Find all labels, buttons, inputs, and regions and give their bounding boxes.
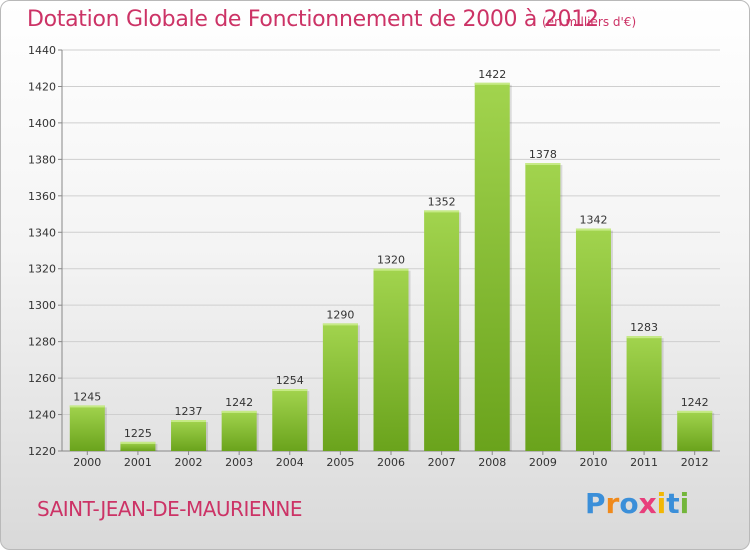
chart-subtitle: (en milliers d'€): [542, 15, 637, 29]
bar-highlight: [474, 82, 510, 85]
bar-highlight: [626, 336, 662, 339]
data-label-2004: 1254: [276, 374, 304, 387]
x-tick-label-2002: 2002: [175, 456, 203, 469]
data-label-2003: 1242: [225, 396, 253, 409]
bar-highlight: [69, 405, 105, 408]
bar-2010: [575, 228, 611, 451]
data-label-2008: 1422: [478, 68, 506, 81]
y-tick-label: 1360: [28, 190, 56, 203]
x-tick-label-2007: 2007: [428, 456, 456, 469]
data-label-2005: 1290: [326, 308, 354, 321]
bar-2001: [120, 441, 156, 451]
bar-2009: [525, 163, 561, 451]
y-tick-label: 1440: [28, 44, 56, 57]
y-tick-label: 1420: [28, 80, 56, 93]
y-tick-label: 1340: [28, 226, 56, 239]
y-tick-label: 1380: [28, 153, 56, 166]
y-tick-label: 1220: [28, 445, 56, 458]
x-tick-label-2001: 2001: [124, 456, 152, 469]
y-tick-label: 1260: [28, 372, 56, 385]
logo-letter-x: x: [638, 487, 657, 520]
data-labels: 1245 1225 1237 1242 1254 1290 1320 1352 1422 1378…: [73, 68, 708, 440]
y-tick-label: 1300: [28, 299, 56, 312]
bar-2002: [171, 420, 207, 451]
x-tick-label-2003: 2003: [225, 456, 253, 469]
x-tick-label-2004: 2004: [276, 456, 304, 469]
data-label-2007: 1352: [428, 195, 456, 208]
data-label-2009: 1378: [529, 148, 557, 161]
x-tick-label-2000: 2000: [73, 456, 101, 469]
bar-2000: [69, 405, 105, 451]
x-tick-labels: 2000 2001 2002 2003 2004 2005 2006 2007 2008 2009…: [73, 451, 709, 469]
logo-letter-p: P: [585, 487, 606, 520]
logo-letter-t: t: [666, 487, 680, 520]
bars: [69, 82, 715, 452]
x-tick-label-2008: 2008: [478, 456, 506, 469]
bar-highlight: [171, 420, 207, 423]
data-label-2006: 1320: [377, 254, 405, 267]
x-tick-label-2012: 2012: [681, 456, 709, 469]
data-label-2002: 1237: [175, 405, 203, 418]
data-label-2010: 1342: [579, 214, 607, 227]
bar-highlight: [272, 389, 308, 392]
bar-highlight: [525, 163, 561, 166]
logo-letter-o: o: [619, 487, 639, 520]
chart-title: Dotation Globale de Fonctionnement de 20…: [27, 7, 599, 32]
data-label-2000: 1245: [73, 390, 101, 403]
y-tick-label: 1400: [28, 117, 56, 130]
data-label-2011: 1283: [630, 321, 658, 334]
x-tick-label-2011: 2011: [630, 456, 658, 469]
bar-highlight: [575, 228, 611, 231]
bar-2003: [221, 410, 257, 451]
bar-highlight: [120, 441, 156, 444]
x-tick-label-2009: 2009: [529, 456, 557, 469]
y-tick-label: 1320: [28, 263, 56, 276]
bar-highlight: [373, 268, 409, 271]
y-tick-label: 1240: [28, 409, 56, 422]
x-tick-label-2010: 2010: [579, 456, 607, 469]
data-label-2012: 1242: [681, 396, 709, 409]
logo-letter-i2: i: [679, 487, 690, 520]
data-label-2001: 1225: [124, 427, 152, 440]
bar-highlight: [677, 410, 713, 413]
y-tick-labels: 1220 1240 1260 1280 1300 1320 1340 1360 1380 1400…: [28, 44, 56, 458]
logo-letter-i: i: [656, 487, 667, 520]
bar-highlight: [221, 410, 257, 413]
x-tick-label-2006: 2006: [377, 456, 405, 469]
bar-2011: [626, 336, 662, 451]
y-tick-label: 1280: [28, 336, 56, 349]
bar-2004: [272, 389, 308, 451]
bar-2007: [424, 210, 460, 451]
bar-highlight: [424, 210, 460, 213]
x-tick-label-2005: 2005: [326, 456, 354, 469]
city-name: SAINT-JEAN-DE-MAURIENNE: [37, 497, 303, 521]
bar-2005: [322, 323, 358, 451]
proxiti-logo: Proxiti: [585, 487, 689, 520]
bar-highlight: [322, 323, 358, 326]
bar-2012: [677, 410, 713, 451]
bar-2008: [474, 82, 510, 452]
logo-letter-r: r: [605, 487, 620, 520]
bar-2006: [373, 268, 409, 451]
